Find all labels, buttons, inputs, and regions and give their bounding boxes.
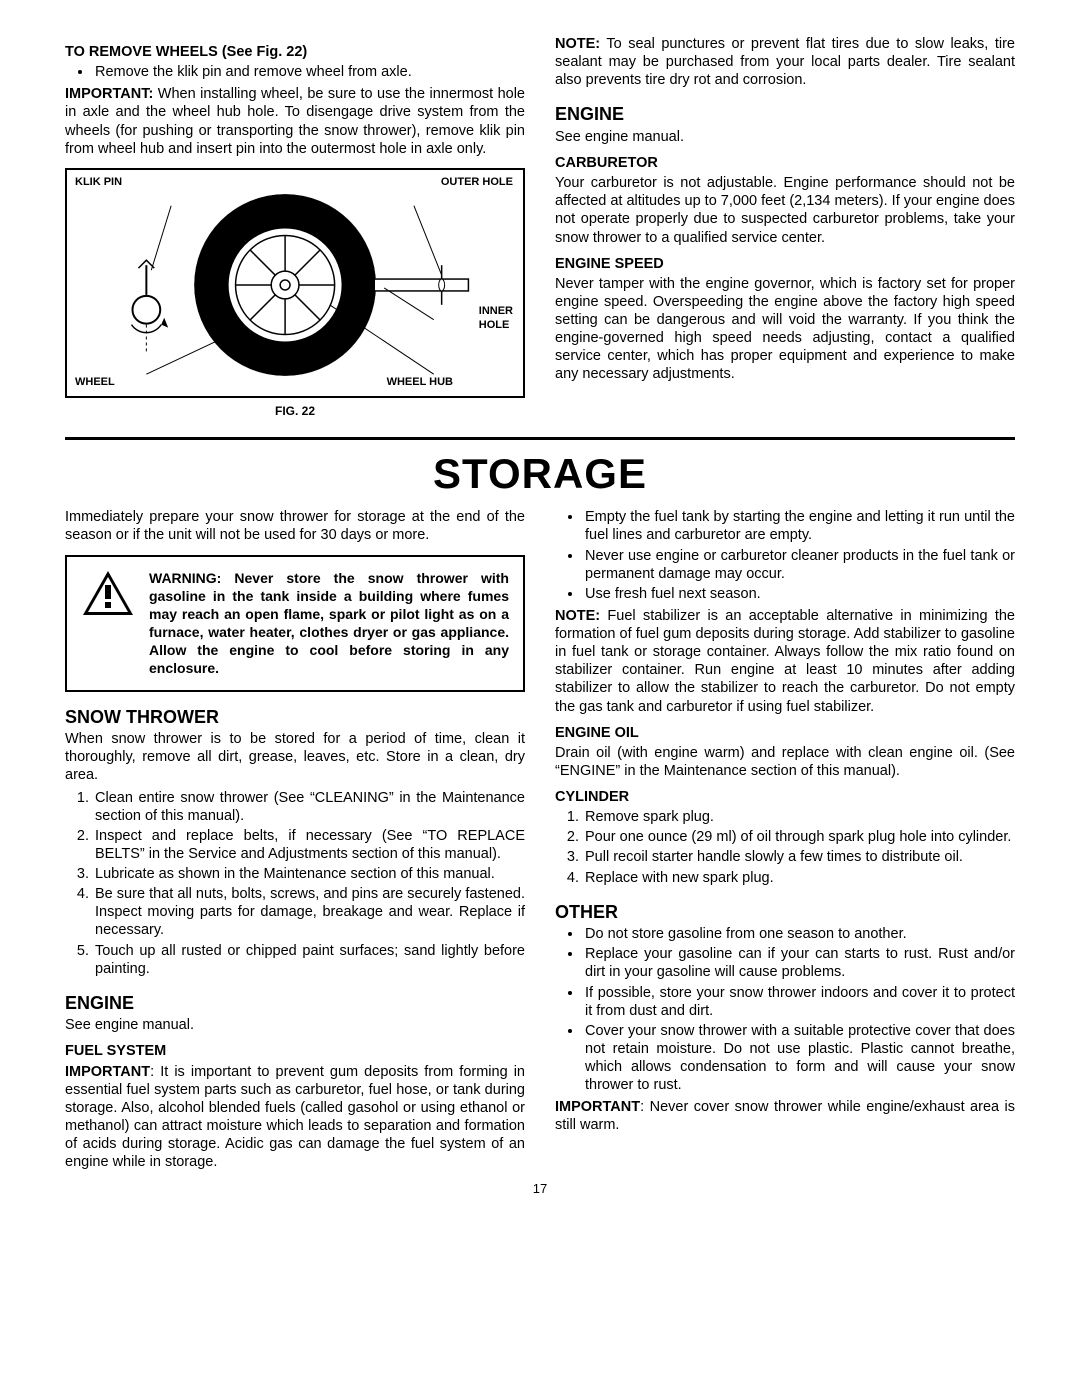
fuel-b1: Empty the fuel tank by starting the engi… [583,508,1015,544]
cyl-2: Pour one ounce (29 ml) of oil through sp… [583,828,1015,846]
step-1: Clean entire snow thrower (See “CLEANING… [93,789,525,825]
bottom-left-column: Immediately prepare your snow thrower fo… [65,508,525,1175]
carburetor-heading: CARBURETOR [555,154,1015,172]
fuel-b2: Never use engine or carburetor cleaner p… [583,547,1015,583]
fuel-note-text: Fuel stabilizer is an acceptable alterna… [555,608,1015,715]
fuel-system-heading: FUEL SYSTEM [65,1042,525,1060]
fuel-system-paragraph: IMPORTANT: It is important to prevent gu… [65,1063,525,1172]
storage-intro: Immediately prepare your snow thrower fo… [65,508,525,544]
warning-box: WARNING: Never store the snow thrower wi… [65,555,525,692]
snow-thrower-text: When snow thrower is to be stored for a … [65,730,525,784]
see-manual-2: See engine manual. [65,1016,525,1034]
step-5: Touch up all rusted or chipped paint sur… [93,942,525,978]
important-label: IMPORTANT: [65,86,153,102]
engine-speed-text: Never tamper with the engine governor, w… [555,275,1015,384]
label-innerhole: INNER HOLE [479,305,513,333]
bottom-right-column: Empty the fuel tank by starting the engi… [555,508,1015,1175]
cylinder-heading: CYLINDER [555,788,1015,806]
carburetor-text: Your carburetor is not adjustable. Engin… [555,174,1015,247]
top-left-column: TO REMOVE WHEELS (See Fig. 22) Remove th… [65,35,525,419]
step-3: Lubricate as shown in the Maintenance se… [93,865,525,883]
cyl-1: Remove spark plug. [583,808,1015,826]
see-manual: See engine manual. [555,128,1015,146]
cylinder-steps: Remove spark plug. Pour one ounce (29 ml… [555,808,1015,887]
final-important: IMPORTANT: Never cover snow thrower whil… [555,1098,1015,1134]
note-paragraph: NOTE: To seal punctures or prevent flat … [555,35,1015,89]
other-2: Replace your gasoline can if your can st… [583,945,1015,981]
note-label: NOTE: [555,36,600,52]
step-2: Inspect and replace belts, if necessary … [93,827,525,863]
other-bullets: Do not store gasoline from one season to… [555,925,1015,1094]
other-1: Do not store gasoline from one season to… [583,925,1015,943]
fuel-bullets: Empty the fuel tank by starting the engi… [555,508,1015,603]
warning-icon [81,569,135,617]
important-paragraph: IMPORTANT: When installing wheel, be sur… [65,85,525,158]
label-outerhole: OUTER HOLE [441,176,513,190]
engine-heading-2: ENGINE [65,992,525,1015]
label-klikpin: KLIK PIN [75,176,122,190]
wheel-diagram [77,178,513,392]
divider-rule [65,437,1015,440]
engine-oil-heading: ENGINE OIL [555,724,1015,742]
top-right-column: NOTE: To seal punctures or prevent flat … [555,35,1015,419]
fuel-note-paragraph: NOTE: Fuel stabilizer is an acceptable a… [555,607,1015,716]
other-heading: OTHER [555,901,1015,924]
cyl-3: Pull recoil starter handle slowly a few … [583,848,1015,866]
other-3: If possible, store your snow thrower ind… [583,984,1015,1020]
warning-text: WARNING: Never store the snow thrower wi… [149,569,509,678]
top-section: TO REMOVE WHEELS (See Fig. 22) Remove th… [65,35,1015,419]
storage-title: STORAGE [65,448,1015,501]
snow-thrower-steps: Clean entire snow thrower (See “CLEANING… [65,789,525,978]
other-4: Cover your snow thrower with a suitable … [583,1022,1015,1095]
engine-speed-heading: ENGINE SPEED [555,255,1015,273]
important-label-3: IMPORTANT [555,1099,640,1115]
note-text: To seal punctures or prevent flat tires … [555,36,1015,88]
figure-caption: FIG. 22 [65,404,525,419]
page-number: 17 [65,1181,1015,1197]
label-wheelhub: WHEEL HUB [387,376,453,390]
fuel-b3: Use fresh fuel next season. [583,585,1015,603]
engine-oil-text: Drain oil (with engine warm) and replace… [555,744,1015,780]
bottom-section: Immediately prepare your snow thrower fo… [65,508,1015,1175]
cyl-4: Replace with new spark plug. [583,869,1015,887]
step-4: Be sure that all nuts, bolts, screws, an… [93,885,525,939]
important-label-2: IMPORTANT [65,1064,150,1080]
remove-wheels-heading: TO REMOVE WHEELS (See Fig. 22) [65,43,525,61]
engine-heading: ENGINE [555,103,1015,126]
label-wheel: WHEEL [75,376,115,390]
remove-wheels-list: Remove the klik pin and remove wheel fro… [65,63,525,81]
note-label-2: NOTE: [555,608,600,624]
figure-22-box: KLIK PIN OUTER HOLE INNER HOLE WHEEL WHE… [65,168,525,398]
remove-wheels-bullet: Remove the klik pin and remove wheel fro… [93,63,525,81]
snow-thrower-heading: SNOW THROWER [65,706,525,729]
